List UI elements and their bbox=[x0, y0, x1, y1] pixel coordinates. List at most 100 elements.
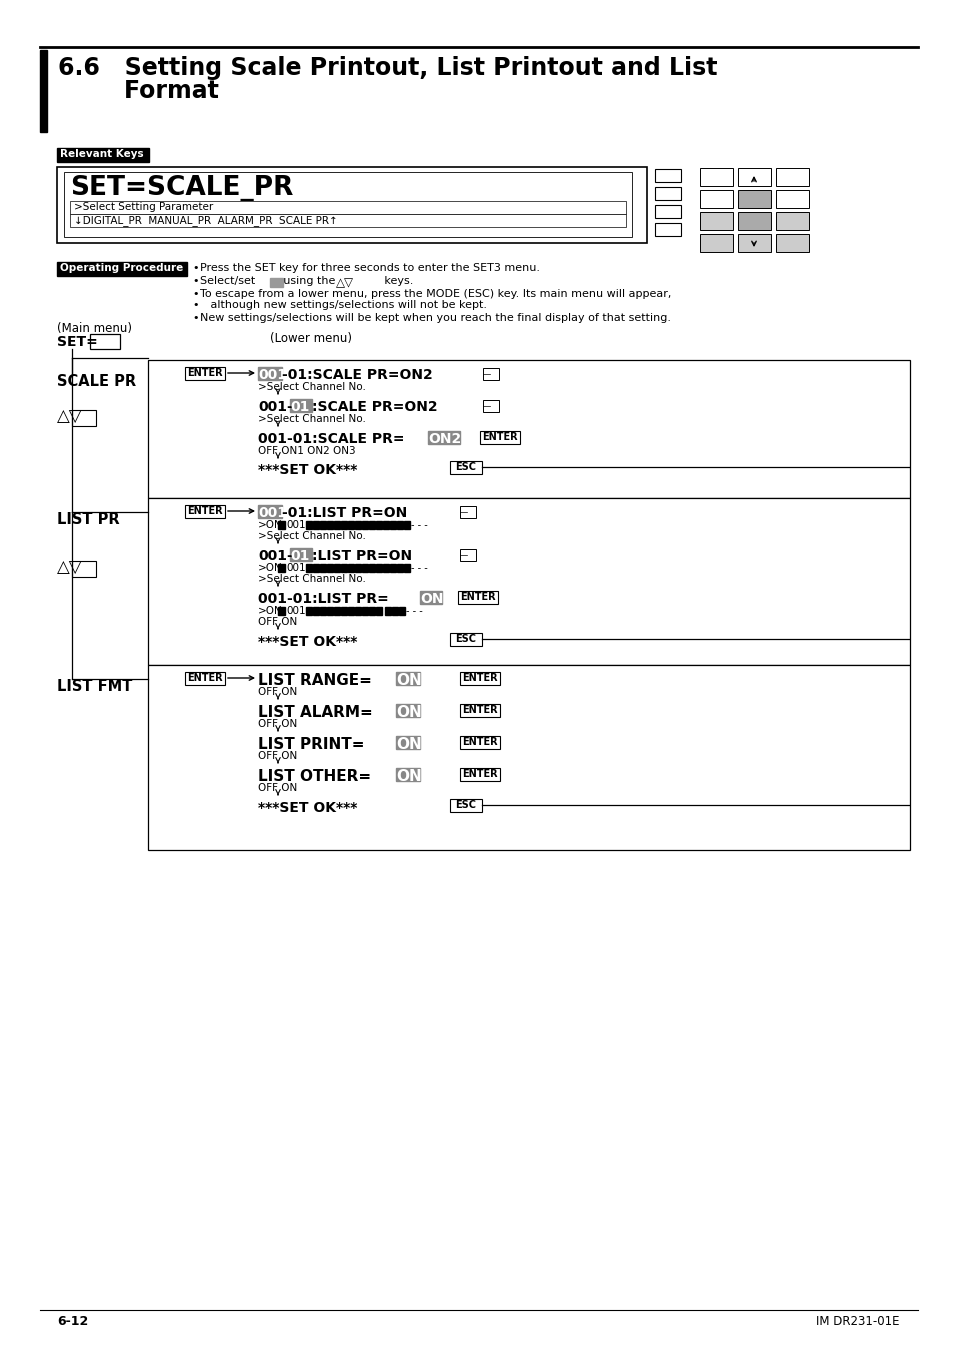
Bar bbox=[348, 563, 354, 571]
Polygon shape bbox=[744, 192, 762, 205]
Bar bbox=[348, 607, 354, 615]
Text: Operating Procedure: Operating Procedure bbox=[60, 263, 183, 273]
Bar bbox=[334, 521, 339, 530]
Bar bbox=[738, 212, 770, 230]
Bar bbox=[290, 549, 312, 561]
Text: - - -: - - - bbox=[411, 520, 427, 530]
Text: >Select Setting Parameter: >Select Setting Parameter bbox=[74, 203, 213, 212]
Bar bbox=[395, 736, 419, 748]
Bar bbox=[459, 507, 476, 517]
Bar bbox=[655, 186, 680, 200]
Text: ON2: ON2 bbox=[428, 432, 460, 446]
Text: LIST PR: LIST PR bbox=[57, 512, 119, 527]
Text: :SCALE PR=ON2: :SCALE PR=ON2 bbox=[312, 400, 437, 413]
Text: :LIST PR=ON: :LIST PR=ON bbox=[312, 549, 412, 563]
Text: >ON: >ON bbox=[257, 563, 282, 573]
Bar bbox=[459, 671, 499, 685]
Bar bbox=[459, 704, 499, 717]
Bar bbox=[334, 563, 339, 571]
Text: 001-01:SCALE PR=: 001-01:SCALE PR= bbox=[257, 432, 404, 446]
Bar bbox=[306, 607, 312, 615]
Text: •: • bbox=[192, 263, 198, 273]
Bar bbox=[57, 149, 149, 162]
Text: ESC: ESC bbox=[455, 800, 476, 811]
Text: New settings/selections will be kept when you reach the final display of that se: New settings/selections will be kept whe… bbox=[200, 313, 670, 323]
Bar bbox=[369, 563, 375, 571]
Bar bbox=[390, 521, 395, 530]
Bar bbox=[306, 521, 312, 530]
Bar bbox=[355, 607, 360, 615]
Bar bbox=[395, 767, 419, 781]
Bar bbox=[385, 607, 391, 615]
Text: 001: 001 bbox=[286, 607, 305, 616]
Text: ON: ON bbox=[419, 592, 443, 607]
Bar bbox=[395, 704, 419, 717]
Text: ***SET OK***: ***SET OK*** bbox=[257, 801, 357, 815]
Bar bbox=[700, 212, 732, 230]
Bar bbox=[277, 521, 285, 530]
Bar bbox=[57, 168, 646, 243]
Text: >Select Channel No.: >Select Channel No. bbox=[257, 574, 366, 584]
Bar bbox=[313, 607, 318, 615]
Text: OFF ON1 ON2 ON3: OFF ON1 ON2 ON3 bbox=[257, 446, 355, 457]
Bar bbox=[700, 234, 732, 253]
Bar bbox=[459, 549, 476, 561]
Bar bbox=[185, 505, 225, 517]
Bar bbox=[700, 190, 732, 208]
Text: >Select Channel No.: >Select Channel No. bbox=[257, 531, 366, 540]
Text: LIST OTHER=: LIST OTHER= bbox=[257, 769, 371, 784]
Text: ENTER: ENTER bbox=[459, 592, 496, 603]
Bar bbox=[403, 563, 410, 571]
Text: ENTER: ENTER bbox=[187, 673, 223, 684]
Text: LIST FMT: LIST FMT bbox=[57, 680, 132, 694]
Text: 001: 001 bbox=[257, 367, 287, 382]
Text: LIST RANGE=: LIST RANGE= bbox=[257, 673, 372, 688]
Text: >ON: >ON bbox=[257, 520, 282, 530]
Bar bbox=[70, 213, 625, 227]
Bar bbox=[71, 561, 96, 577]
Text: •: • bbox=[192, 276, 198, 286]
Text: OFF ON: OFF ON bbox=[257, 688, 297, 697]
Bar bbox=[738, 168, 770, 186]
Text: >ON: >ON bbox=[257, 607, 282, 616]
Bar bbox=[369, 607, 375, 615]
Text: •: • bbox=[192, 289, 198, 299]
Bar bbox=[655, 223, 680, 236]
Text: -01:SCALE PR=ON2: -01:SCALE PR=ON2 bbox=[282, 367, 433, 382]
Text: To escape from a lower menu, press the MODE (ESC) key. Its main menu will appear: To escape from a lower menu, press the M… bbox=[200, 289, 671, 299]
Bar bbox=[277, 607, 285, 615]
Bar bbox=[313, 563, 318, 571]
Text: LIST PRINT=: LIST PRINT= bbox=[257, 738, 364, 753]
Bar bbox=[361, 563, 368, 571]
Bar bbox=[392, 607, 397, 615]
Bar bbox=[396, 521, 402, 530]
Bar bbox=[319, 563, 326, 571]
Bar bbox=[148, 359, 909, 499]
Bar bbox=[403, 521, 410, 530]
Bar bbox=[450, 634, 481, 646]
Text: >Select Channel No.: >Select Channel No. bbox=[257, 382, 366, 392]
Text: ↓DIGITAL_PR  MANUAL_PR  ALARM_PR  SCALE PR↑: ↓DIGITAL_PR MANUAL_PR ALARM_PR SCALE PR↑ bbox=[74, 215, 337, 226]
Text: (Lower menu): (Lower menu) bbox=[270, 332, 352, 345]
Text: although new settings/selections will not be kept.: although new settings/selections will no… bbox=[200, 300, 486, 309]
Bar bbox=[450, 461, 481, 474]
Bar bbox=[70, 201, 625, 213]
Text: ENTER: ENTER bbox=[461, 769, 497, 780]
Bar bbox=[398, 607, 405, 615]
Bar bbox=[738, 190, 770, 208]
Bar bbox=[459, 736, 499, 748]
Text: ESC: ESC bbox=[455, 462, 476, 471]
Bar bbox=[390, 563, 395, 571]
Bar bbox=[148, 499, 909, 665]
Text: - - -: - - - bbox=[411, 563, 427, 573]
Text: 01: 01 bbox=[290, 549, 309, 563]
Text: ON: ON bbox=[395, 738, 421, 753]
Bar bbox=[382, 563, 389, 571]
Text: △▽: △▽ bbox=[57, 558, 82, 576]
Bar bbox=[450, 798, 481, 812]
Text: IM DR231-01E: IM DR231-01E bbox=[816, 1315, 899, 1328]
Text: 001: 001 bbox=[286, 563, 305, 573]
Bar bbox=[148, 665, 909, 850]
Text: 6-12: 6-12 bbox=[57, 1315, 89, 1328]
Bar bbox=[327, 563, 333, 571]
